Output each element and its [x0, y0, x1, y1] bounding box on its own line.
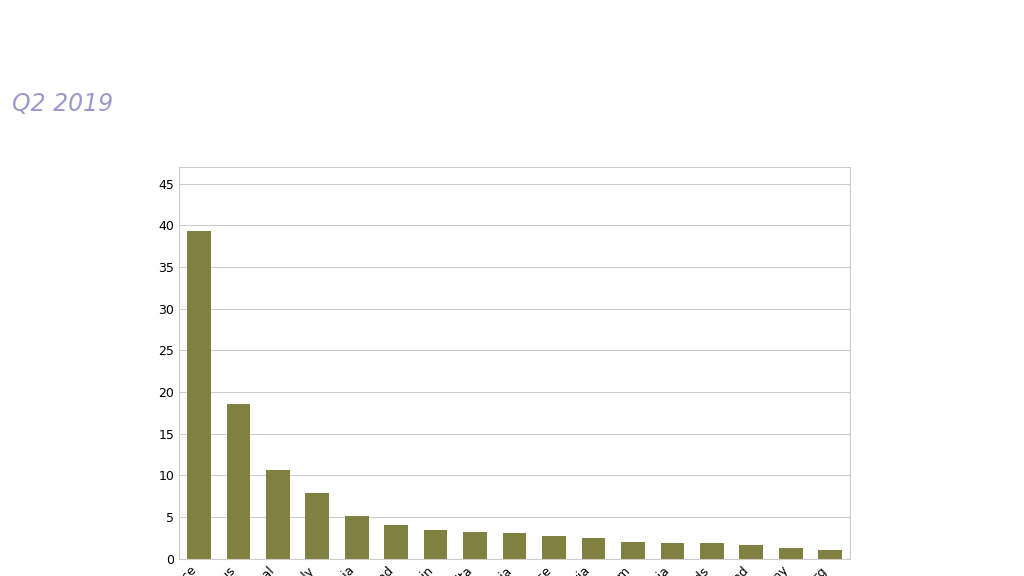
Bar — [266, 471, 290, 559]
Bar — [226, 404, 250, 559]
Bar — [818, 551, 842, 559]
Bar — [700, 543, 724, 559]
Bar — [305, 493, 329, 559]
Bar — [384, 525, 408, 559]
Bar — [622, 542, 645, 559]
Bar — [424, 529, 447, 559]
Bar — [345, 516, 369, 559]
Bar — [503, 533, 526, 559]
Text: Non-performing loans ratios (%) in the banking union: Non-performing loans ratios (%) in the b… — [12, 31, 894, 59]
Bar — [660, 543, 684, 559]
Bar — [739, 544, 763, 559]
Bar — [187, 231, 211, 559]
Bar — [582, 538, 605, 559]
Text: Q2 2019: Q2 2019 — [12, 92, 114, 116]
Bar — [463, 532, 487, 559]
Bar — [542, 536, 566, 559]
Bar — [779, 548, 803, 559]
